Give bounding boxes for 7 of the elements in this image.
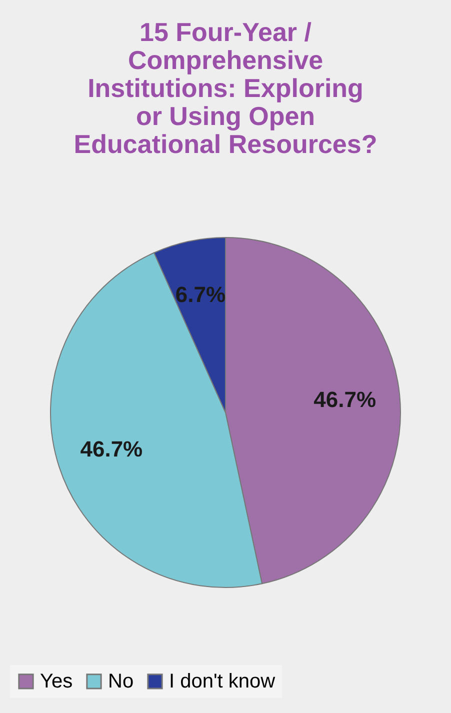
chart-title: 15 Four-Year / Comprehensive Institutions: Exploring or Using Open Educational Resources? <box>74 17 378 159</box>
data-label: 46.7% <box>80 436 143 462</box>
legend-label: No <box>108 670 134 692</box>
legend-label: I don't know <box>169 670 276 692</box>
legend-label: Yes <box>40 670 73 692</box>
data-label: 6.7% <box>175 282 226 308</box>
data-label: 46.7% <box>314 386 376 412</box>
